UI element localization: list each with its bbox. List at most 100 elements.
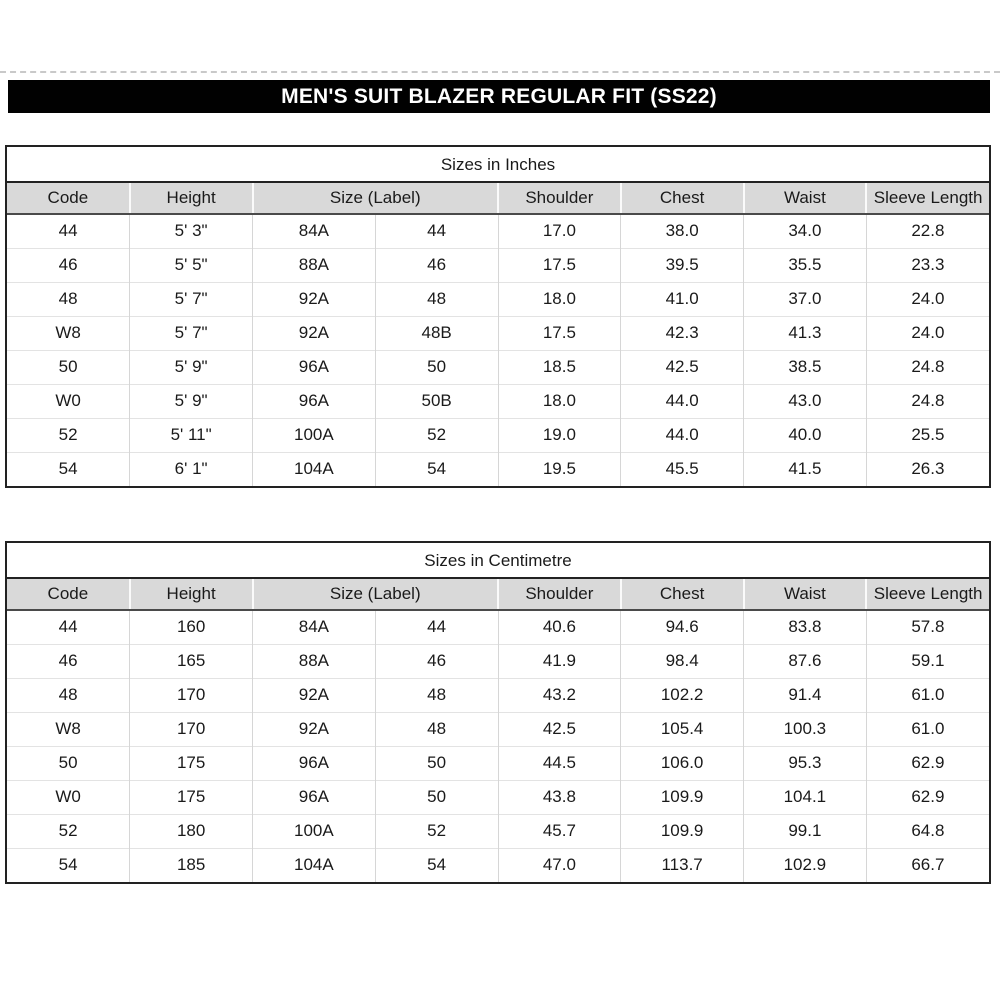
table-cell: 34.0 <box>743 214 867 248</box>
table-cell: 160 <box>129 610 253 644</box>
table-cell: 92A <box>252 281 376 316</box>
table-cell: 46 <box>7 247 130 282</box>
table-cell: 105.4 <box>620 711 744 746</box>
table-cell: 25.5 <box>865 417 989 452</box>
table-cell: 46 <box>374 643 498 678</box>
table-cell: 5' 11" <box>129 417 253 452</box>
top-divider <box>0 71 1000 73</box>
column-header-waist: Waist <box>742 183 867 215</box>
table-cell: 91.4 <box>743 677 867 712</box>
table-cell: 5' 7" <box>129 315 253 350</box>
table-cell: 43.2 <box>497 677 621 712</box>
table-cell: 40.0 <box>743 417 867 452</box>
table-row: 50 175 96A 50 44.5 106.0 95.3 62.9 <box>7 745 989 780</box>
table-cell: 100A <box>252 813 376 848</box>
table-cell: 61.0 <box>865 677 989 712</box>
table-cell: 44.0 <box>620 383 744 418</box>
table-row: 54 6' 1" 104A 54 19.5 45.5 41.5 26.3 <box>7 451 989 486</box>
table-cell: 94.6 <box>620 610 744 644</box>
table-cell: 170 <box>129 711 253 746</box>
table-cell: 42.3 <box>620 315 744 350</box>
table-row: W8 170 92A 48 42.5 105.4 100.3 61.0 <box>7 711 989 746</box>
table-cell: 50 <box>374 745 498 780</box>
column-header-shoulder: Shoulder <box>497 183 621 215</box>
table-row: 54 185 104A 54 47.0 113.7 102.9 66.7 <box>7 847 989 882</box>
table-cell: 83.8 <box>743 610 867 644</box>
column-header-sleeve-length: Sleeve Length <box>865 183 989 215</box>
inches-header-row: Code Height Size (Label) Shoulder Chest … <box>7 183 989 215</box>
table-row: 48 5' 7" 92A 48 18.0 41.0 37.0 24.0 <box>7 281 989 316</box>
table-cell: 96A <box>252 745 376 780</box>
table-cell: 43.8 <box>497 779 621 814</box>
title-bar: MEN'S SUIT BLAZER REGULAR FIT (SS22) <box>8 80 990 113</box>
table-cell: 42.5 <box>620 349 744 384</box>
table-cell: W8 <box>7 711 130 746</box>
table-cell: 50 <box>374 349 498 384</box>
cm-table-section: Sizes in Centimetre Code Height Size (La… <box>5 541 991 884</box>
table-cell: 50 <box>374 779 498 814</box>
cm-table-title: Sizes in Centimetre <box>7 543 989 579</box>
table-row: 46 165 88A 46 41.9 98.4 87.6 59.1 <box>7 643 989 678</box>
column-header-height: Height <box>128 183 253 215</box>
table-cell: 54 <box>7 847 130 882</box>
table-cell: 19.5 <box>497 451 621 486</box>
table-cell: 44 <box>58 617 78 637</box>
table-cell: 54 <box>7 451 130 486</box>
table-cell: 47.0 <box>497 847 621 882</box>
column-header-sleeve-length: Sleeve Length <box>865 579 989 611</box>
table-cell: W8 <box>7 315 130 350</box>
table-row: 44 160 84A 44 40.6 94.6 83.8 57.8 <box>7 610 989 644</box>
table-cell: 46 <box>7 643 130 678</box>
table-cell: 48 <box>374 711 498 746</box>
table-cell: 113.7 <box>620 847 744 882</box>
table-cell: 96A <box>252 349 376 384</box>
table-cell: 99.1 <box>743 813 867 848</box>
table-cell: 18.5 <box>497 349 621 384</box>
table-cell: 104A <box>252 451 376 486</box>
column-header-height: Height <box>128 579 253 611</box>
table-cell: 104.1 <box>743 779 867 814</box>
table-cell: 96A <box>252 779 376 814</box>
table-cell: 24.8 <box>865 349 989 384</box>
table-cell: 50 <box>7 349 130 384</box>
table-cell: 35.5 <box>743 247 867 282</box>
table-cell: 42.5 <box>497 711 621 746</box>
table-cell: 45.7 <box>497 813 621 848</box>
table-cell: 180 <box>129 813 253 848</box>
table-cell: 66.7 <box>865 847 989 882</box>
table-cell: 43.0 <box>743 383 867 418</box>
table-cell: 24.0 <box>865 281 989 316</box>
table-cell: 5' 9" <box>129 349 253 384</box>
table-cell: 92A <box>252 315 376 350</box>
table-cell: 48 <box>374 677 498 712</box>
table-cell: 50 <box>7 745 130 780</box>
table-cell: 44.5 <box>497 745 621 780</box>
table-cell: 100.3 <box>743 711 867 746</box>
table-cell: 40.6 <box>497 610 621 644</box>
table-cell: 95.3 <box>743 745 867 780</box>
table-cell: 41.9 <box>497 643 621 678</box>
table-cell: 109.9 <box>620 779 744 814</box>
table-cell: 48 <box>374 281 498 316</box>
table-cell: 102.9 <box>743 847 867 882</box>
table-cell: 41.0 <box>620 281 744 316</box>
table-row: 50 5' 9" 96A 50 18.5 42.5 38.5 24.8 <box>7 349 989 384</box>
column-header-chest: Chest <box>619 183 744 215</box>
table-cell: 5' 3" <box>129 214 253 248</box>
table-cell: 48 <box>7 281 130 316</box>
table-cell: 170 <box>129 677 253 712</box>
table-cell: 52 <box>374 417 498 452</box>
table-cell: 19.0 <box>497 417 621 452</box>
inches-table-section: Sizes in Inches Code Height Size (Label)… <box>5 145 991 488</box>
table-cell: W0 <box>7 383 130 418</box>
cm-table: Code Height Size (Label) Shoulder Chest … <box>7 579 989 882</box>
table-cell: 48 <box>7 677 130 712</box>
column-header-size-label: Size (Label) <box>251 183 498 215</box>
table-cell: 23.3 <box>865 247 989 282</box>
table-cell: 37.0 <box>743 281 867 316</box>
table-cell: 88A <box>252 247 376 282</box>
table-cell: 38.0 <box>620 214 744 248</box>
table-cell: 59.1 <box>865 643 989 678</box>
table-cell: 44 <box>58 221 78 241</box>
page-title: MEN'S SUIT BLAZER REGULAR FIT (SS22) <box>281 84 717 108</box>
